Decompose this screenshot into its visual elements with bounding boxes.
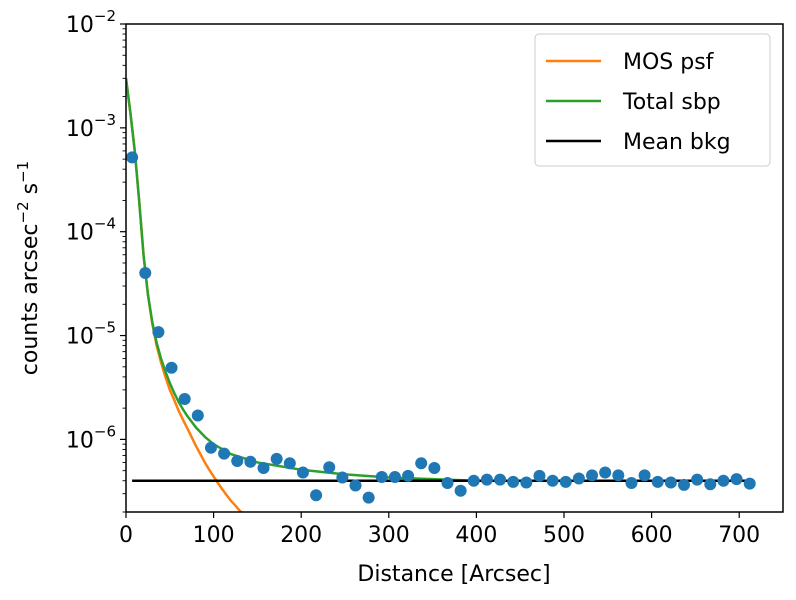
data-point bbox=[441, 477, 454, 490]
data-point bbox=[520, 476, 533, 489]
data-point bbox=[165, 361, 178, 374]
data-point bbox=[730, 473, 743, 486]
x-tick-label: 600 bbox=[631, 523, 673, 548]
data-point bbox=[402, 469, 415, 482]
data-point bbox=[218, 447, 231, 460]
data-point bbox=[625, 477, 638, 490]
plot-marks bbox=[126, 78, 756, 512]
y-tick-label: 10−3 bbox=[66, 111, 116, 142]
data-point bbox=[231, 454, 244, 467]
y-axis-label-exp2: −1 bbox=[14, 161, 32, 183]
data-point bbox=[717, 474, 730, 487]
legend-label-total-sbp: Total sbp bbox=[622, 90, 721, 115]
data-point bbox=[139, 267, 152, 280]
data-point bbox=[296, 466, 309, 479]
data-point bbox=[375, 470, 388, 483]
y-tick-label: 10−2 bbox=[66, 7, 116, 38]
data-point bbox=[415, 457, 428, 470]
data-point bbox=[454, 484, 467, 497]
y-axis-label-mid: s bbox=[18, 183, 43, 201]
legend-label-mos-psf: MOS psf bbox=[623, 50, 715, 75]
data-point bbox=[651, 475, 664, 488]
legend: MOS psf Total sbp Mean bkg bbox=[534, 33, 771, 167]
data-point bbox=[126, 151, 139, 164]
data-point bbox=[349, 479, 362, 492]
y-axis-label-base: counts arcsec bbox=[18, 223, 43, 375]
data-point bbox=[546, 474, 559, 487]
data-point bbox=[691, 473, 704, 486]
data-point bbox=[678, 478, 691, 491]
x-tick-label: 200 bbox=[280, 523, 322, 548]
y-tick-label: 10−5 bbox=[66, 319, 116, 350]
data-point bbox=[507, 475, 520, 488]
data-point bbox=[494, 473, 507, 486]
data-point bbox=[152, 326, 165, 339]
data-point bbox=[204, 441, 217, 454]
x-tick-label: 700 bbox=[718, 523, 760, 548]
data-point bbox=[599, 466, 612, 479]
data-point bbox=[257, 462, 270, 475]
data-point bbox=[664, 476, 677, 489]
x-tick-label: 300 bbox=[368, 523, 410, 548]
data-point bbox=[388, 470, 401, 483]
data-point bbox=[178, 392, 191, 405]
data-point bbox=[283, 457, 296, 470]
axis-ticks: 0 100 200 300 400 500 600 700 10−6 10−5 10−4 10−3 10… bbox=[66, 7, 760, 548]
legend-label-mean-bkg: Mean bkg bbox=[623, 130, 731, 155]
data-point bbox=[480, 473, 493, 486]
data-point bbox=[362, 491, 375, 504]
data-point bbox=[323, 461, 336, 474]
y-tick-label: 10−6 bbox=[66, 422, 116, 453]
data-point bbox=[270, 452, 283, 465]
x-tick-label: 100 bbox=[193, 523, 235, 548]
data-point bbox=[572, 472, 585, 485]
legend-box bbox=[534, 33, 771, 167]
data-point bbox=[467, 474, 480, 487]
data-point bbox=[559, 475, 572, 488]
x-tick-label: 400 bbox=[455, 523, 497, 548]
data-point bbox=[612, 469, 625, 482]
data-point bbox=[336, 471, 349, 484]
x-tick-label: 500 bbox=[543, 523, 585, 548]
x-tick-label: 0 bbox=[119, 523, 133, 548]
data-point bbox=[428, 462, 441, 475]
data-point bbox=[191, 409, 204, 422]
data-point bbox=[638, 469, 651, 482]
data-point bbox=[704, 478, 717, 491]
y-axis-label: counts arcsec−2 s−1 bbox=[14, 161, 43, 375]
plot-frame bbox=[125, 23, 784, 513]
data-point bbox=[743, 477, 756, 490]
y-axis-label-exp1: −2 bbox=[14, 201, 32, 223]
data-point bbox=[586, 469, 599, 482]
x-axis-label: Distance [Arcsec] bbox=[357, 562, 550, 587]
data-point bbox=[244, 455, 257, 468]
data-point bbox=[310, 489, 323, 502]
y-tick-label: 10−4 bbox=[66, 215, 116, 246]
data-point bbox=[533, 469, 546, 482]
